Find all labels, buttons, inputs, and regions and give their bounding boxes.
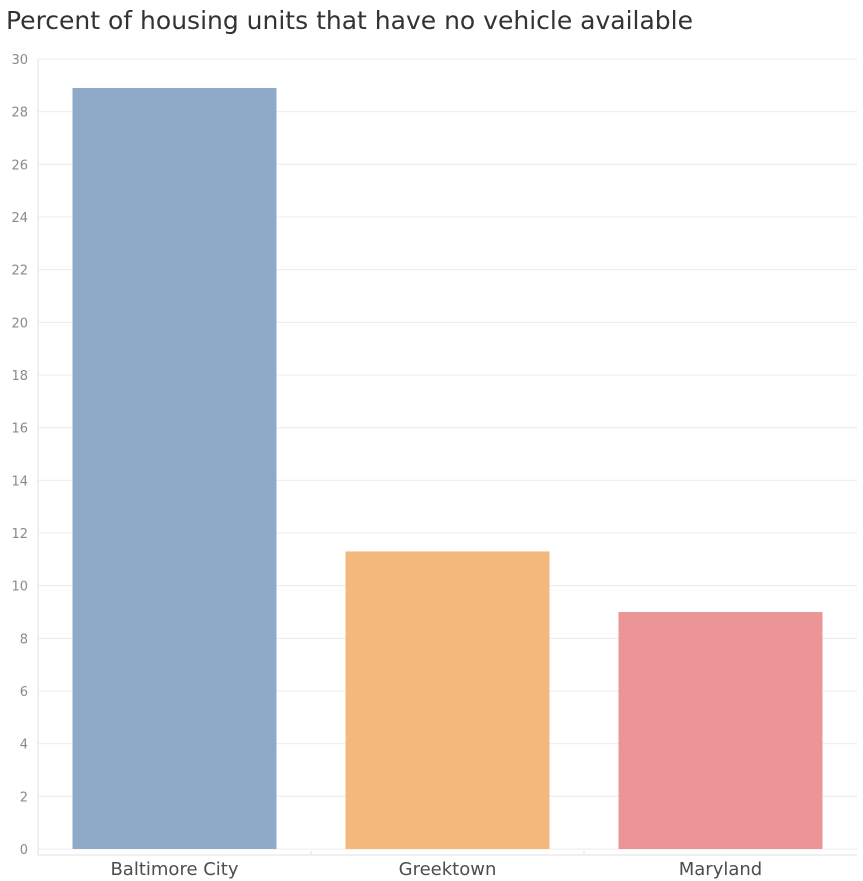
y-tick-label: 16 xyxy=(11,422,28,437)
y-tick-label: 0 xyxy=(20,843,28,858)
y-tick-label: 28 xyxy=(11,106,28,121)
axes xyxy=(37,59,857,856)
x-category-label: Greektown xyxy=(399,859,497,880)
y-tick-label: 4 xyxy=(20,738,28,753)
y-tick-label: 20 xyxy=(11,316,28,331)
y-tick-label: 26 xyxy=(11,158,28,173)
x-category-label: Maryland xyxy=(679,859,762,880)
bar-maryland xyxy=(618,612,823,849)
y-tick-label: 22 xyxy=(11,264,28,279)
y-tick-label: 18 xyxy=(11,369,28,384)
bar-greektown xyxy=(345,551,550,849)
y-tick-label: 10 xyxy=(11,580,28,595)
y-tick-label: 12 xyxy=(11,527,28,542)
chart-title: Percent of housing units that have no ve… xyxy=(6,6,693,35)
y-tick-label: 14 xyxy=(11,474,28,489)
y-tick-label: 24 xyxy=(11,211,28,226)
y-tick-label: 30 xyxy=(11,53,28,68)
y-tick-label: 8 xyxy=(20,632,28,647)
bar-baltimore-city xyxy=(72,87,277,849)
y-tick-label: 6 xyxy=(20,685,28,700)
x-category-label: Baltimore City xyxy=(110,859,238,880)
y-tick-label: 2 xyxy=(20,790,28,805)
x-axis-labels: Baltimore City Greektown Maryland xyxy=(110,859,762,880)
bars xyxy=(72,87,823,849)
